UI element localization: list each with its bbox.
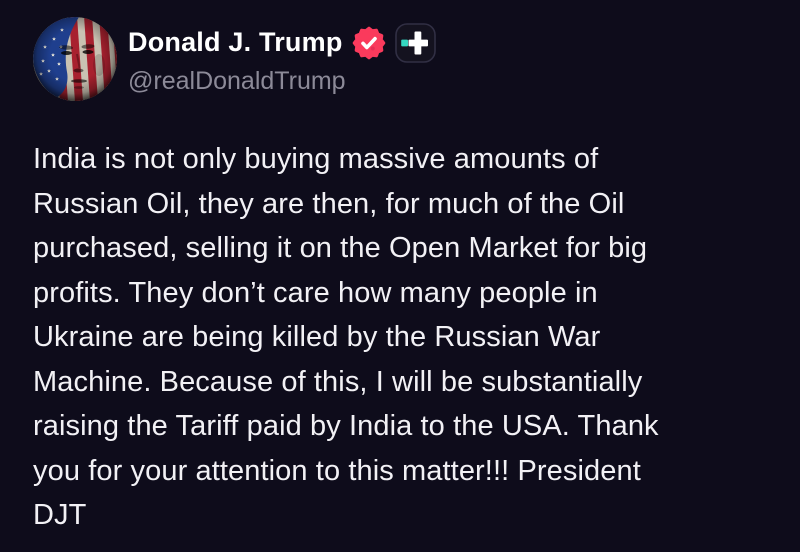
author-handle[interactable]: @realDonaldTrump bbox=[128, 66, 346, 95]
verified-badge-icon bbox=[352, 26, 385, 60]
author-id-block: Donald J. Trump @realDonaldTrump bbox=[128, 22, 436, 96]
avatar[interactable] bbox=[33, 17, 117, 101]
plus-badge-icon bbox=[394, 22, 436, 63]
post-text: India is not only buying massive amounts… bbox=[33, 143, 659, 531]
post-header: Donald J. Trump @realDonaldTrump bbox=[33, 17, 780, 101]
author-name[interactable]: Donald J. Trump bbox=[128, 26, 343, 57]
author-name-row: Donald J. Trump bbox=[128, 22, 436, 63]
trump-flag-avatar-image bbox=[33, 17, 117, 101]
